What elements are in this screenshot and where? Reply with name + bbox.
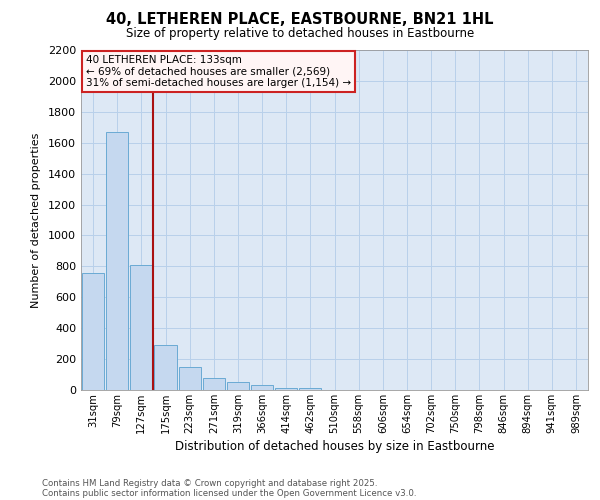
Bar: [299, 388, 322, 390]
Bar: [227, 382, 249, 390]
Bar: [203, 378, 225, 390]
Text: 40 LETHEREN PLACE: 133sqm
← 69% of detached houses are smaller (2,569)
31% of se: 40 LETHEREN PLACE: 133sqm ← 69% of detac…: [86, 55, 351, 88]
Bar: [275, 388, 298, 390]
X-axis label: Distribution of detached houses by size in Eastbourne: Distribution of detached houses by size …: [175, 440, 494, 453]
Text: Contains public sector information licensed under the Open Government Licence v3: Contains public sector information licen…: [42, 488, 416, 498]
Text: Contains HM Land Registry data © Crown copyright and database right 2025.: Contains HM Land Registry data © Crown c…: [42, 478, 377, 488]
Bar: [130, 265, 152, 390]
Bar: [251, 386, 273, 390]
Bar: [179, 367, 201, 390]
Bar: [82, 272, 104, 390]
Bar: [106, 132, 128, 390]
Bar: [154, 345, 176, 390]
Text: 40, LETHEREN PLACE, EASTBOURNE, BN21 1HL: 40, LETHEREN PLACE, EASTBOURNE, BN21 1HL: [106, 12, 494, 28]
Text: Size of property relative to detached houses in Eastbourne: Size of property relative to detached ho…: [126, 28, 474, 40]
Y-axis label: Number of detached properties: Number of detached properties: [31, 132, 41, 308]
